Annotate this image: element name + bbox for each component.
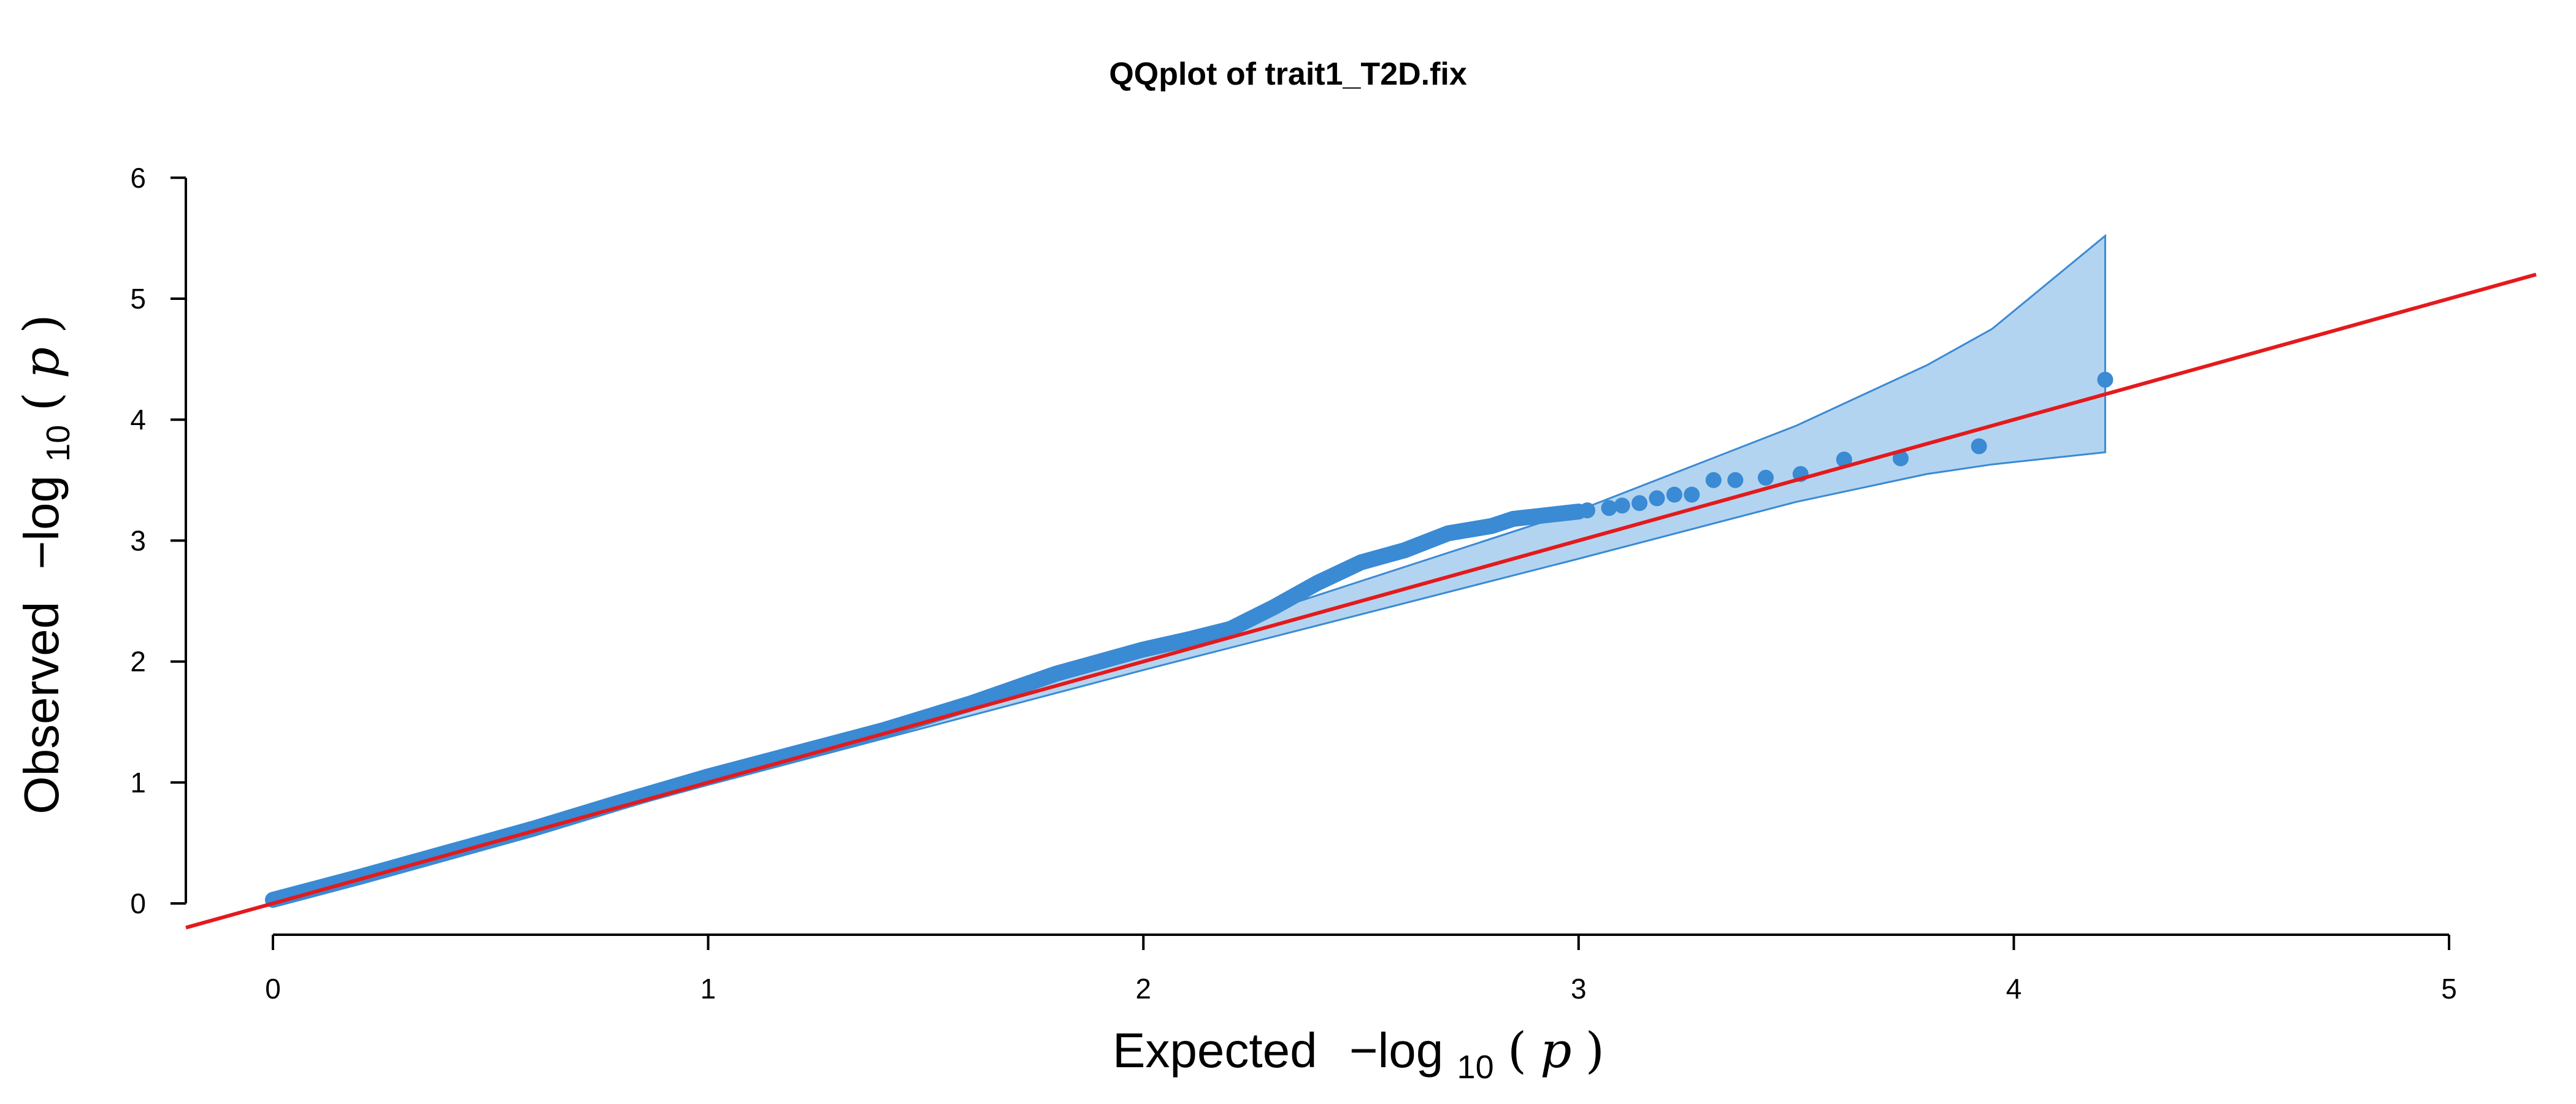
y-axis-ticks: 0 1 2 3 4 5 6 [130, 162, 186, 919]
data-point [1601, 500, 1617, 516]
y-axis-label-open-paren: ( [13, 392, 70, 411]
y-tick-label: 6 [130, 162, 146, 194]
reference-line [185, 272, 2537, 930]
data-point [1727, 472, 1744, 488]
points-layer [265, 372, 2114, 908]
x-axis-ticks: 0 1 2 3 4 5 [265, 935, 2457, 1005]
x-tick-label: 3 [1571, 973, 1587, 1005]
dense-points-trace [265, 504, 1587, 908]
y-tick-label: 4 [130, 404, 146, 435]
data-point [1757, 469, 1774, 486]
data-point [1649, 490, 1665, 507]
y-tick-label: 5 [130, 283, 146, 315]
x-axis-label-variable: p [1540, 1022, 1571, 1079]
x-axis-label-base: 10 [1457, 1049, 1494, 1086]
y-axis-label-minus-log: −log [14, 475, 69, 569]
confidence-band [272, 234, 2106, 905]
reference-line-layer [185, 272, 2537, 930]
x-tick-label: 5 [2441, 973, 2457, 1005]
y-tick-label: 2 [130, 646, 146, 678]
confidence-band-layer [272, 234, 2106, 905]
data-point [1971, 438, 1987, 454]
x-tick-label: 2 [1135, 973, 1151, 1005]
data-point [2097, 372, 2114, 388]
x-tick-label: 0 [265, 973, 281, 1005]
x-axis-label-minus-log: −log [1349, 1023, 1443, 1078]
y-axis-label-word: Observed [14, 602, 69, 815]
x-axis-label-close-paren: ) [1585, 1022, 1604, 1079]
data-point [1579, 502, 1595, 519]
data-point [1631, 495, 1648, 512]
data-point [1892, 450, 1909, 467]
x-axis-label-open-paren: ( [1508, 1022, 1527, 1079]
y-tick-label: 1 [130, 767, 146, 799]
x-axis-label-word: Expected [1113, 1023, 1317, 1078]
y-axis-label-base: 10 [40, 425, 77, 462]
x-tick-label: 4 [2006, 973, 2022, 1005]
y-axis-label-close-paren: ) [13, 314, 70, 333]
y-axis-label: Observed −log 10 ( p ) [13, 314, 80, 814]
x-axis-label: Expected −log 10 ( p ) [1113, 1022, 1604, 1089]
chart-title: QQplot of trait1_T2D.fix [1109, 56, 1467, 92]
y-tick-label: 0 [130, 887, 146, 919]
data-point [1666, 486, 1682, 503]
x-tick-label: 1 [700, 973, 716, 1005]
data-point [1705, 472, 1722, 488]
data-point [1614, 497, 1630, 514]
y-tick-label: 3 [130, 524, 146, 556]
y-axis-label-variable: p [13, 347, 70, 378]
data-point [1836, 451, 1852, 468]
data-point [1684, 486, 1700, 503]
